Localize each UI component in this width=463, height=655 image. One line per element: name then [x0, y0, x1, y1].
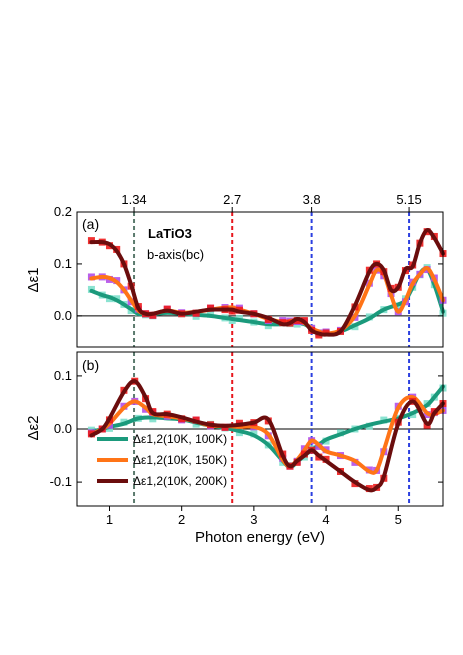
panel-a-subtitle: b-axis(bc) [147, 247, 204, 262]
panel-b: (b) Δε2 -0.1 0.0 0.1 1 2 3 4 5 Photon energy (… [25, 351, 447, 546]
x-tick-label: 1 [106, 512, 113, 527]
top-tick-label: 2.7 [223, 192, 241, 207]
panel-a-y-axis: 0.0 0.1 0.2 [54, 204, 443, 323]
panel-b-ytick-label: 0.1 [54, 368, 72, 383]
panel-a-ytick-label: 0.0 [54, 308, 72, 323]
panel-a-ytick-label: 0.2 [54, 204, 72, 219]
panel-a-top-axis: 1.34 2.7 3.8 5.15 [121, 192, 422, 212]
panel-a-title: LaTiO3 [148, 226, 192, 241]
legend-entry: Δε1,2(10K, 200K) [133, 474, 227, 488]
x-tick-label: 4 [322, 512, 329, 527]
panel-b-ylabel: Δε2 [25, 415, 42, 440]
panel-a-frame [76, 211, 444, 348]
legend-entry: Δε1,2(10K, 100K) [133, 432, 227, 446]
top-tick-label: 3.8 [303, 192, 321, 207]
x-tick-label: 5 [395, 512, 402, 527]
panel-b-x-axis: 1 2 3 4 5 [106, 506, 402, 527]
panel-b-label: (b) [82, 357, 99, 373]
top-tick-label: 1.34 [121, 192, 146, 207]
panel-b-ytick-label: -0.1 [50, 474, 72, 489]
panel-b-ytick-label: 0.0 [54, 421, 72, 436]
panel-a: (a) LaTiO3 b-axis(bc) Δε1 1.34 2.7 3.8 5.15… [25, 192, 447, 348]
panel-a-plot-area [77, 212, 447, 347]
panel-b-series-2-line [89, 379, 445, 493]
legend-entry: Δε1,2(10K, 150K) [133, 453, 227, 467]
panel-b-plot-area [77, 352, 447, 506]
panel-a-series-2 [87, 228, 447, 339]
panel-a-label: (a) [82, 216, 99, 232]
x-tick-label: 2 [178, 512, 185, 527]
panel-b-y-axis: -0.1 0.0 0.1 [50, 368, 443, 489]
panel-a-series-2-line [89, 228, 445, 337]
panel-a-ylabel: Δε1 [25, 267, 42, 292]
top-tick-label: 5.15 [396, 192, 421, 207]
panel-b-series-2 [87, 377, 447, 493]
panel-a-series-0-line [89, 266, 445, 337]
x-axis-title: Photon energy (eV) [195, 529, 325, 546]
x-tick-label: 3 [250, 512, 257, 527]
legend: Δε1,2(10K, 100K) Δε1,2(10K, 150K) Δε1,2(10… [97, 432, 227, 488]
panel-a-ytick-label: 0.1 [54, 256, 72, 271]
